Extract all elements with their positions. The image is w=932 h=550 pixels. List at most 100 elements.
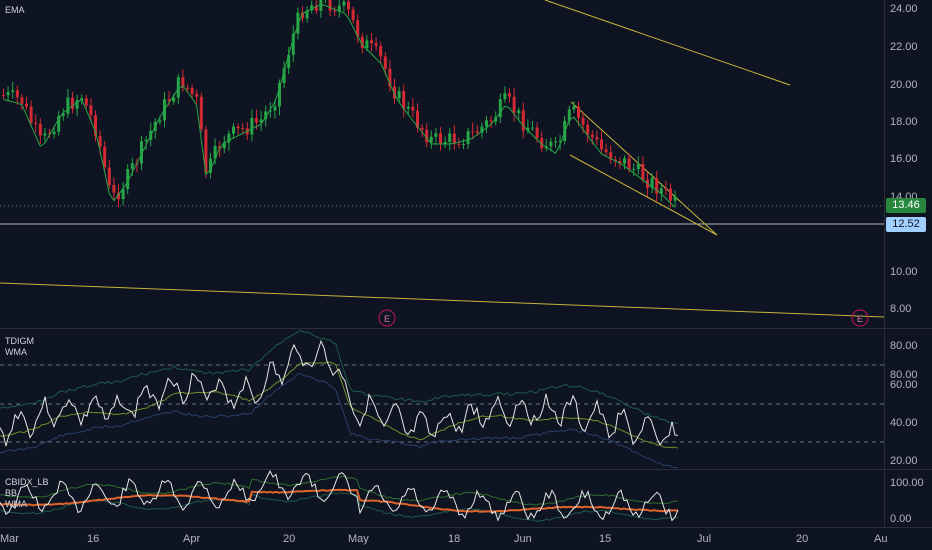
candle-body — [494, 117, 498, 122]
candle-body — [595, 137, 599, 140]
candle-body — [112, 184, 116, 193]
candle-body — [356, 20, 360, 37]
wedge-lower-line[interactable] — [569, 154, 718, 236]
candle-body — [572, 106, 576, 110]
candle-body — [554, 141, 557, 143]
candle-body — [567, 109, 571, 121]
candle-body — [199, 96, 203, 130]
candle-body — [227, 133, 231, 143]
candle-body — [278, 82, 281, 107]
time-axis[interactable]: Mar 16 Apr 20 May 18 Jun 15 Jul 20 Au — [0, 533, 887, 545]
earnings-marker-may[interactable]: E — [378, 309, 396, 327]
candle-body — [627, 158, 631, 170]
candle-body — [623, 158, 626, 164]
candle-body — [659, 188, 663, 194]
candle-body — [48, 133, 51, 135]
candle-body — [379, 46, 383, 57]
trend-line-upper[interactable] — [544, 0, 791, 86]
support-price-badge: 12.52 — [886, 217, 926, 232]
candle-body — [121, 188, 125, 200]
candle-body — [393, 86, 396, 99]
candle-body — [241, 128, 245, 130]
date-tick: Au — [874, 533, 887, 545]
candle-body — [273, 106, 277, 111]
price-tick: 10.00 — [890, 266, 918, 278]
price-tick: 16.00 — [890, 153, 918, 165]
candle-body — [181, 77, 185, 88]
candle-body — [586, 124, 590, 135]
candle-body — [250, 117, 254, 135]
candle-body — [34, 122, 38, 124]
candle-body — [103, 146, 107, 168]
candle-body — [425, 129, 429, 143]
candle-body — [485, 120, 488, 127]
candle-body — [126, 169, 130, 189]
candle-body — [650, 178, 654, 188]
date-tick: Apr — [183, 533, 200, 545]
candle-body — [232, 126, 235, 134]
candle-body — [471, 131, 475, 133]
candle-body — [61, 113, 65, 116]
date-tick: Jun — [514, 533, 532, 545]
candle-body — [466, 131, 470, 144]
candle-body — [117, 192, 120, 200]
candle-body — [282, 68, 286, 83]
cbidx-label[interactable]: CBIDX_LB — [5, 477, 49, 487]
candle-body — [84, 98, 88, 106]
candle-body — [167, 99, 171, 102]
candle-body — [107, 167, 111, 185]
candle-body — [673, 196, 677, 201]
cbidx-bb-label[interactable]: BB — [5, 488, 18, 498]
tdigm-label[interactable]: TDIGM — [5, 336, 34, 346]
candle-body — [508, 93, 511, 97]
date-tick: 15 — [599, 533, 611, 545]
candle-body — [439, 133, 442, 145]
price-tick: 22.00 — [890, 41, 918, 53]
candle-body — [480, 126, 484, 133]
date-tick: May — [348, 533, 369, 545]
date-tick: 20 — [796, 533, 808, 545]
candle-body — [577, 106, 580, 118]
candle-body — [287, 54, 291, 69]
candle-body — [365, 40, 369, 49]
candle-body — [549, 141, 553, 147]
candle-body — [558, 140, 562, 142]
candle-body — [351, 9, 355, 21]
candle-body — [342, 1, 346, 6]
candle-body — [140, 141, 143, 164]
candle-body — [489, 120, 493, 122]
candle-body — [94, 115, 97, 136]
price-axis[interactable]: 24.00 22.00 20.00 18.00 16.00 14.00 10.0… — [890, 3, 918, 315]
candle-body — [328, 0, 332, 11]
tdigm-tick: 20.00 — [890, 455, 918, 467]
candle-body — [20, 97, 24, 104]
candlestick-series — [2, 0, 677, 208]
candle-body — [2, 95, 5, 96]
ema-label[interactable]: EMA — [5, 5, 25, 15]
svg-text:E: E — [857, 314, 863, 324]
candle-body — [291, 33, 295, 55]
candle-body — [71, 97, 74, 109]
candle-body — [158, 120, 162, 122]
cbidx-tick: 100.00 — [890, 477, 924, 489]
tdigm-wma-label[interactable]: WMA — [5, 347, 27, 357]
date-tick: 20 — [283, 533, 295, 545]
candle-body — [57, 115, 61, 132]
price-tick: 8.00 — [890, 303, 911, 315]
candle-body — [370, 40, 373, 44]
candle-body — [98, 135, 102, 147]
candle-body — [503, 93, 507, 100]
cbidx-wma-label[interactable]: WMA — [5, 499, 27, 509]
candle-body — [195, 93, 199, 97]
earnings-marker-jul[interactable]: E — [851, 309, 869, 327]
trend-line-lower[interactable] — [0, 282, 885, 318]
candle-body — [402, 91, 406, 109]
candle-body — [172, 97, 176, 102]
candle-body — [347, 1, 350, 10]
candle-body — [25, 103, 28, 107]
candle-body — [264, 111, 268, 120]
tdigm-tick: 60.00 — [890, 379, 918, 391]
candle-body — [296, 12, 300, 34]
candle-body — [29, 106, 33, 123]
